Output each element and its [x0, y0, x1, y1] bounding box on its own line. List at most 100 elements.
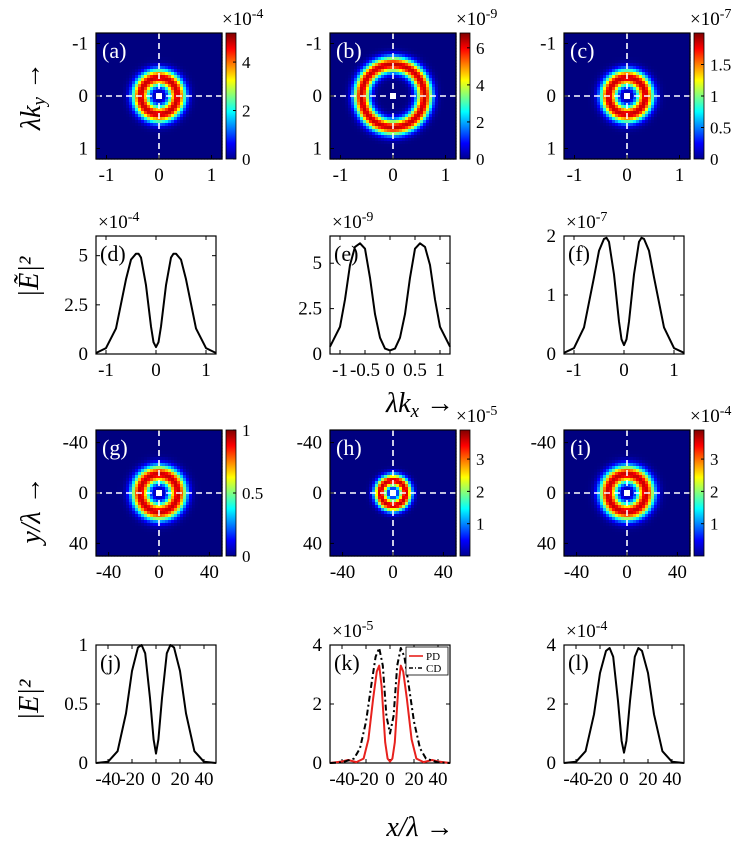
heatmap-cell	[141, 69, 145, 73]
heatmap-cell	[411, 96, 415, 100]
heatmap-cell	[123, 102, 127, 106]
heatmap-cell	[396, 123, 400, 127]
heatmap-cell	[132, 144, 136, 148]
heatmap-cell	[174, 42, 178, 46]
heatmap-cell	[186, 48, 190, 52]
heatmap-cell	[201, 69, 205, 73]
heatmap-cell	[363, 75, 367, 79]
heatmap-cell	[351, 69, 355, 73]
heatmap-cell	[114, 78, 118, 82]
heatmap-cell	[360, 63, 364, 67]
heatmap-cell	[357, 99, 361, 103]
heatmap-cell	[165, 117, 169, 121]
heatmap-cell	[417, 69, 421, 73]
heatmap-cell	[129, 63, 133, 67]
heatmap-cell	[174, 102, 178, 106]
heatmap-cell	[141, 144, 145, 148]
heatmap-cell	[342, 153, 346, 157]
heatmap-cell	[216, 108, 220, 112]
heatmap-cell	[177, 135, 181, 139]
heatmap-cell	[201, 123, 205, 127]
heatmap-cell	[126, 75, 130, 79]
heatmap-cell	[357, 48, 361, 52]
heatmap-cell	[372, 135, 376, 139]
heatmap-cell	[405, 66, 409, 70]
heatmap-cell	[144, 57, 148, 61]
heatmap-cell	[216, 78, 220, 82]
heatmap-cell	[426, 69, 430, 73]
heatmap-cell	[120, 105, 124, 109]
heatmap-cell	[354, 57, 358, 61]
heatmap-cell	[213, 144, 217, 148]
heatmap-cell	[216, 51, 220, 55]
heatmap-cell	[411, 33, 415, 37]
heatmap-cell	[399, 99, 403, 103]
heatmap-cell	[138, 66, 142, 70]
heatmap-cell	[123, 147, 127, 151]
heatmap-cell	[99, 51, 103, 55]
heatmap-cell	[201, 75, 205, 79]
heatmap-cell	[357, 72, 361, 76]
heatmap-cell	[138, 138, 142, 142]
heatmap-cell	[180, 138, 184, 142]
heatmap-cell	[366, 45, 370, 49]
heatmap-cell	[123, 132, 127, 136]
heatmap-cell	[390, 84, 394, 88]
heatmap-cell	[111, 138, 115, 142]
heatmap-cell	[387, 36, 391, 40]
heatmap-cell	[165, 111, 169, 115]
heatmap-cell	[342, 42, 346, 46]
heatmap-cell	[132, 45, 136, 49]
heatmap-cell	[195, 45, 199, 49]
heatmap-cell	[174, 72, 178, 76]
heatmap-cell	[180, 132, 184, 136]
heatmap-cell	[342, 132, 346, 136]
heatmap-cell	[108, 138, 112, 142]
heatmap-cell	[129, 93, 133, 97]
heatmap-cell	[393, 81, 397, 85]
heatmap-cell	[417, 96, 421, 100]
heatmap-cell	[189, 39, 193, 43]
heatmap-cell	[99, 84, 103, 88]
heatmap-cell	[381, 75, 385, 79]
heatmap-cell	[360, 153, 364, 157]
heatmap-cell	[135, 120, 139, 124]
heatmap-cell	[396, 33, 400, 37]
heatmap-cell	[189, 69, 193, 73]
heatmap-cell	[201, 81, 205, 85]
heatmap-cell	[399, 69, 403, 73]
heatmap-cell	[369, 135, 373, 139]
heatmap-cell	[213, 132, 217, 136]
heatmap-cell	[177, 108, 181, 112]
heatmap-cell	[345, 63, 349, 67]
heatmap-cell	[114, 99, 118, 103]
heatmap-cell	[114, 123, 118, 127]
heatmap-cell	[159, 99, 163, 103]
heatmap-cell	[360, 33, 364, 37]
heatmap-cell	[372, 141, 376, 145]
heatmap-cell	[405, 45, 409, 49]
heatmap-cell	[405, 63, 409, 67]
heatmap-cell	[393, 135, 397, 139]
heatmap-cell	[213, 33, 217, 37]
heatmap-cell	[219, 111, 223, 115]
heatmap-cell	[363, 123, 367, 127]
heatmap-cell	[201, 51, 205, 55]
heatmap-cell	[393, 42, 397, 46]
heatmap-cell	[330, 141, 334, 145]
heatmap-cell	[177, 102, 181, 106]
heatmap-cell	[381, 147, 385, 151]
exponent-power: -9	[486, 7, 498, 22]
heatmap-cell	[141, 48, 145, 52]
heatmap-cell	[120, 135, 124, 139]
heatmap-cell	[210, 105, 214, 109]
heatmap-cell	[414, 36, 418, 40]
heatmap-cell	[138, 36, 142, 40]
heatmap-cell	[162, 138, 166, 142]
heatmap-cell	[399, 42, 403, 46]
heatmap-cell	[387, 126, 391, 130]
heatmap-cell	[219, 51, 223, 55]
heatmap-cell	[156, 120, 160, 124]
heatmap-cell	[159, 69, 163, 73]
heatmap-cell	[177, 36, 181, 40]
